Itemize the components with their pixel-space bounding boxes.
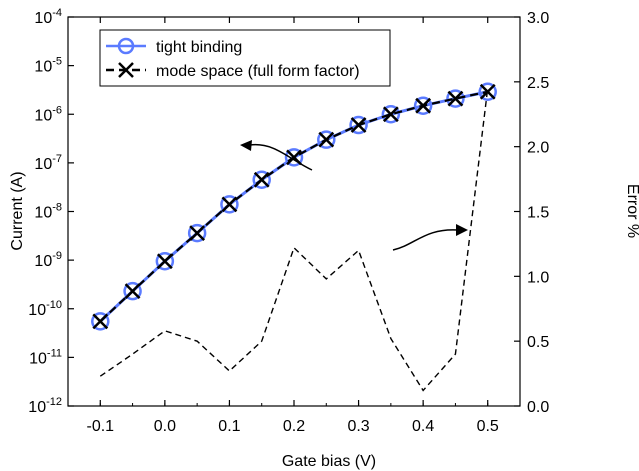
legend-ms-label: mode space (full form factor)	[156, 63, 360, 80]
y-left-axis-label: Current (A)	[9, 171, 26, 250]
mode-space-point	[189, 225, 206, 241]
y-right-tick-label: 1.5	[527, 205, 549, 222]
mode-space-point	[350, 117, 367, 133]
y-left-tick-label: 10-6	[34, 104, 62, 124]
mode-space-point	[156, 253, 173, 270]
mode-space-point	[318, 131, 335, 148]
tight-binding-point	[91, 312, 110, 331]
y-left-tick-label: 10-11	[29, 347, 62, 367]
tight-binding-point	[317, 130, 336, 149]
tight-binding-point	[252, 170, 271, 189]
mode-space-point	[479, 83, 496, 100]
tight-binding-point	[220, 195, 239, 214]
y-right-tick-label: 2.5	[527, 75, 549, 92]
y-right-tick-label: 1.0	[527, 269, 549, 286]
tight-binding-point	[155, 251, 175, 271]
left-axis-arrowhead	[240, 140, 252, 151]
left-axis-arrow	[249, 143, 313, 171]
y-right-tick-label: 0.0	[527, 399, 549, 416]
x-axis-label: Gate bias (V)	[282, 453, 376, 470]
mode-space-line	[99, 90, 488, 323]
y-left-tick-label: 10-9	[34, 250, 62, 270]
y-right-tick-label: 2.0	[527, 140, 549, 157]
tight-binding-point	[349, 115, 368, 135]
y-left-tick-label: 10-12	[28, 396, 62, 416]
tight-binding-point	[187, 223, 207, 243]
tight-binding-point	[413, 96, 433, 115]
legend-tb-label: tight binding	[156, 39, 242, 56]
legend-ms-marker	[118, 62, 134, 78]
x-tick-label: 0.1	[218, 418, 240, 435]
y-right-axis-label: Error %	[624, 184, 639, 238]
y-left-tick-label: 10-10	[28, 299, 62, 319]
mode-space-point	[382, 106, 399, 123]
x-tick-label: 0.0	[154, 418, 176, 435]
mode-space-point	[221, 196, 238, 213]
x-tick-label: 0.3	[347, 418, 369, 435]
legend-box	[99, 29, 391, 87]
x-tick-label: 0.5	[477, 418, 499, 435]
tight-binding-point	[284, 148, 304, 167]
x-tick-label: 0.2	[283, 418, 305, 435]
y-right-tick-label: 3.0	[527, 10, 549, 27]
mode-space-point	[415, 97, 432, 114]
y-left-tick-label: 10-4	[34, 7, 62, 27]
tight-binding-line	[99, 90, 489, 323]
mode-space-point	[447, 90, 464, 107]
right-axis-arrowhead	[456, 224, 468, 236]
right-axis-arrow	[392, 229, 459, 251]
y-left-tick-label: 10-7	[34, 153, 62, 173]
mode-space-point	[92, 313, 109, 330]
y-left-tick-label: 10-8	[34, 202, 62, 222]
legend-tb-marker	[117, 37, 135, 55]
mode-space-point	[253, 171, 270, 188]
y-left-tick-label: 10-5	[34, 56, 62, 76]
mode-space-point	[124, 283, 141, 300]
legend: tight binding mode space (full form fact…	[99, 29, 391, 87]
tight-binding-point	[123, 281, 142, 301]
tight-binding-point	[381, 105, 401, 124]
y-right-tick-label: 0.5	[527, 334, 549, 351]
error-line	[99, 88, 489, 392]
x-tick-label: -0.1	[86, 418, 114, 435]
tight-binding-point	[446, 89, 465, 108]
x-tick-label: 0.4	[412, 418, 434, 435]
tight-binding-point	[478, 82, 497, 102]
